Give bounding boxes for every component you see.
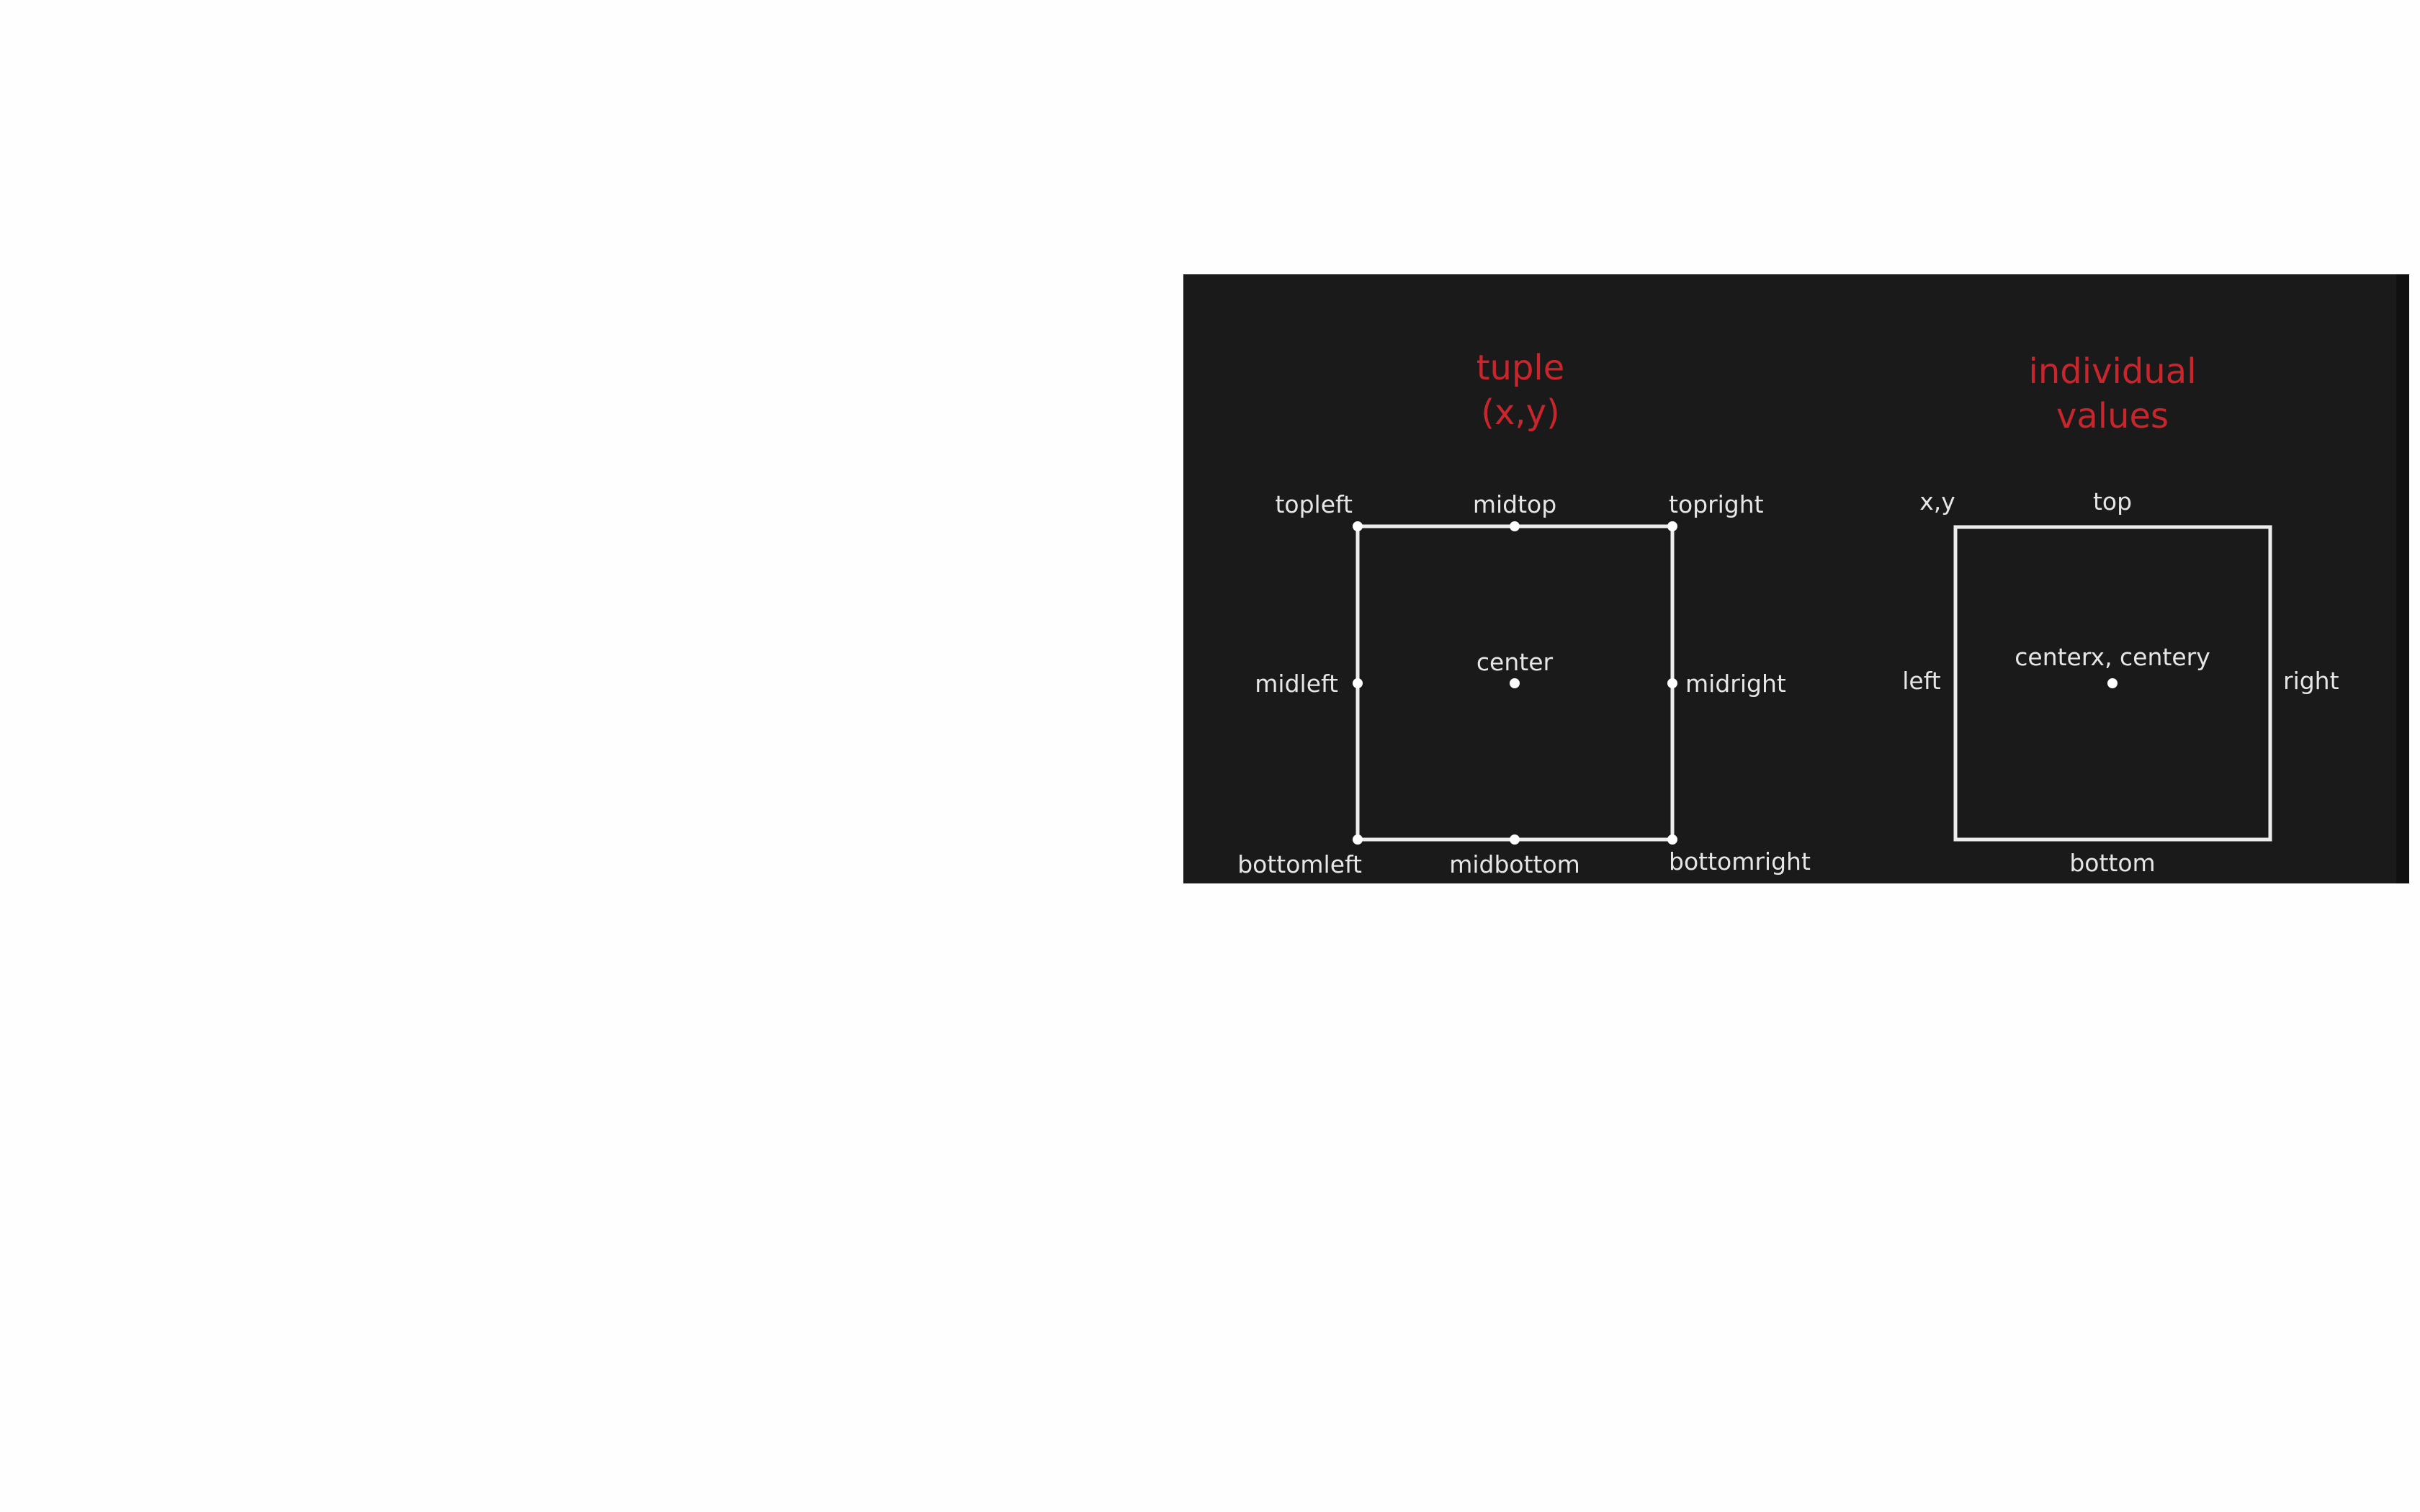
bottomright-label: bottomright (1669, 847, 1811, 876)
bottomleft-label: bottomleft (1237, 850, 1362, 878)
diagram-panel: tuple (x,y) topleft midtop topright midl… (1183, 274, 2409, 883)
tuple-heading-line2: (x,y) (1481, 392, 1560, 433)
topleft-point (1353, 521, 1363, 531)
center-point (1510, 678, 1520, 688)
rect-anchor-diagram: tuple (x,y) topleft midtop topright midl… (1237, 348, 2339, 878)
centerx-centery-point (2107, 678, 2118, 688)
individual-heading-line2: values (2056, 396, 2169, 436)
individual-rect-outline (1953, 525, 2272, 842)
midbottom-label: midbottom (1449, 850, 1580, 878)
topleft-label: topleft (1275, 490, 1353, 518)
bottom-label: bottom (2069, 849, 2155, 877)
midright-point (1667, 678, 1677, 688)
midtop-label: midtop (1473, 490, 1556, 518)
right-label: right (2283, 667, 2339, 695)
midleft-label: midleft (1255, 670, 1338, 698)
midright-label: midright (1685, 670, 1786, 698)
panel-edge-strip (2396, 274, 2409, 883)
left-label: left (1902, 667, 1941, 695)
midtop-point (1510, 521, 1520, 531)
tuple-heading-line1: tuple (1476, 348, 1565, 388)
center-label: center (1476, 648, 1554, 676)
bottomleft-point (1353, 834, 1363, 845)
top-label: top (2093, 487, 2132, 516)
midleft-point (1353, 678, 1363, 688)
individual-values-diagram: individual values x,y top left centerx, … (1902, 351, 2339, 877)
tuple-diagram: tuple (x,y) topleft midtop topright midl… (1237, 348, 1811, 878)
centerx-centery-label: centerx, centery (2015, 643, 2210, 671)
topright-point (1667, 521, 1677, 531)
topright-label: topright (1669, 490, 1764, 518)
midbottom-point (1510, 834, 1520, 845)
individual-heading-line1: individual (2029, 351, 2197, 392)
xy-label: x,y (1919, 487, 1955, 516)
bottomright-point (1667, 834, 1677, 845)
